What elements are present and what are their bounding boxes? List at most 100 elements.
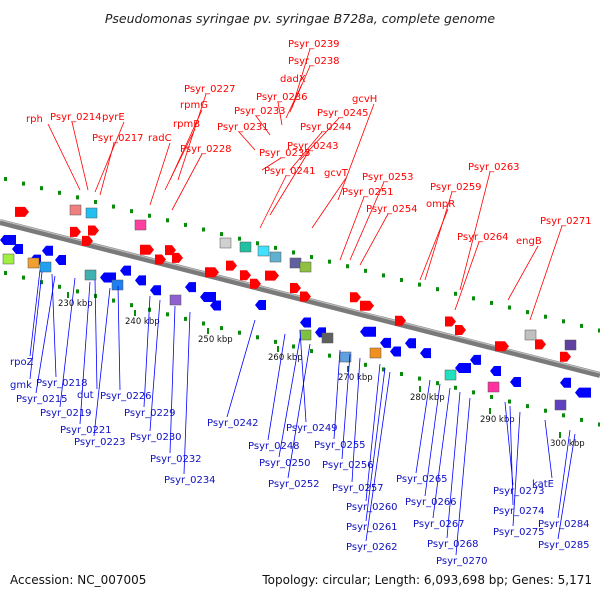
reverse-gene-arrow [390,346,401,357]
inner-boundary-dot [112,298,115,303]
bottom-gene-label: rpoZ [10,357,34,368]
top-gene-label: engB [516,236,542,247]
forward-gene-arrow [15,206,29,217]
inner-boundary-dot [4,271,7,276]
inner-boundary-dot [220,326,223,331]
top-leader-line [277,101,283,126]
tick-label: 270 kbp [338,373,373,383]
feature-box [39,261,52,273]
outer-boundary-dot [166,218,169,223]
top-leader-line [285,83,303,119]
reverse-gene-arrow [0,235,16,245]
top-gene-label: Psyr_0259 [430,182,482,193]
top-leader-line [459,171,491,291]
outer-boundary-dot [400,278,403,282]
outer-boundary-dot [328,259,331,264]
inner-boundary-dot [598,422,600,427]
top-gene-label: pyrE [102,112,125,123]
top-gene-label: Psyr_0243 [287,141,339,152]
bottom-gene-label: Psyr_0230 [130,432,182,443]
outer-boundary-dot [526,310,529,315]
top-leader-line [171,153,203,211]
top-leader-line [311,177,347,229]
top-leader-line [359,213,389,266]
top-gene-label: Psyr_0227 [184,84,236,95]
outer-boundary-dot [274,245,277,250]
bottom-leader-line [512,411,521,527]
bottom-leader-line [94,279,98,390]
map-title: Pseudomonas syringae pv. syringae B728a,… [105,11,496,26]
top-gene-label: Psyr_0253 [362,172,414,183]
outer-boundary-dot [220,232,223,237]
feature-box [444,369,457,381]
summary-text: Topology: circular; Length: 6,093,698 bp… [262,573,592,587]
outer-boundary-dot [454,291,457,296]
reverse-gene-arrow [255,300,266,311]
outer-boundary-dot [4,177,7,182]
reverse-gene-arrow [455,363,471,374]
outer-boundary-dot [76,195,79,200]
bottom-gene-label: Psyr_0248 [248,441,300,452]
top-leader-line [419,208,449,281]
reverse-gene-arrow [490,365,501,376]
bottom-gene-label: Psyr_0218 [36,378,88,389]
bottom-leader-line [557,429,571,519]
bottom-gene-label: Psyr_0242 [207,418,259,429]
inner-boundary-dot [508,399,511,404]
bottom-leader-line [59,277,76,408]
outer-boundary-dot [40,186,43,191]
feature-box [554,399,567,411]
top-gene-label: gcvT [324,168,349,179]
inner-boundary-dot [130,303,133,308]
feature-box [269,251,282,263]
feature-box [339,351,352,363]
outer-boundary-dot [544,314,547,319]
bottom-leader-line [557,433,576,540]
forward-gene-arrow [300,291,311,302]
tick-label: 240 kbp [125,317,160,327]
feature-box [239,241,252,253]
bottom-gene-label: katE [532,479,554,490]
feature-box [219,237,232,249]
outer-boundary-dot [58,190,61,195]
inner-boundary-dot [310,349,313,354]
top-leader-line [349,181,385,261]
bottom-leader-line [29,269,41,357]
feature-box [169,294,182,306]
inner-boundary-dot [382,367,385,372]
top-leader-line [71,121,89,191]
bottom-leader-line [93,287,111,437]
top-gene-label: Psyr_0263 [468,162,520,173]
inner-boundary-dot [274,339,277,344]
feature-box [564,339,577,351]
bottom-leader-line [333,349,341,440]
feature-box [524,329,537,341]
outer-boundary-dot [598,328,600,333]
inner-boundary-dot [256,335,259,340]
outer-boundary-dot [148,213,151,218]
top-leader-line [507,245,539,301]
inner-boundary-dot [400,372,403,376]
forward-gene-arrow [240,270,251,281]
bottom-gene-label: Psyr_0261 [346,522,398,533]
bottom-gene-label: Psyr_0262 [346,542,398,553]
forward-gene-arrow [226,260,237,271]
top-leader-line [424,191,453,281]
feature-box [299,261,312,273]
reverse-gene-arrow [12,244,23,255]
top-gene-label: Psyr_0238 [288,56,340,67]
forward-gene-arrow [250,278,261,289]
forward-gene-arrow [140,244,154,255]
forward-gene-arrow [395,315,406,326]
forward-gene-arrow [360,300,374,311]
bottom-gene-label: Psyr_0266 [405,497,457,508]
bottom-gene-label: Psyr_0265 [396,474,448,485]
reverse-gene-arrow [575,387,591,398]
reverse-gene-arrow [300,317,311,328]
top-gene-label: rph [26,114,43,125]
top-leader-line [238,131,256,151]
bottom-leader-line [544,419,553,479]
top-leader-line [177,93,207,181]
